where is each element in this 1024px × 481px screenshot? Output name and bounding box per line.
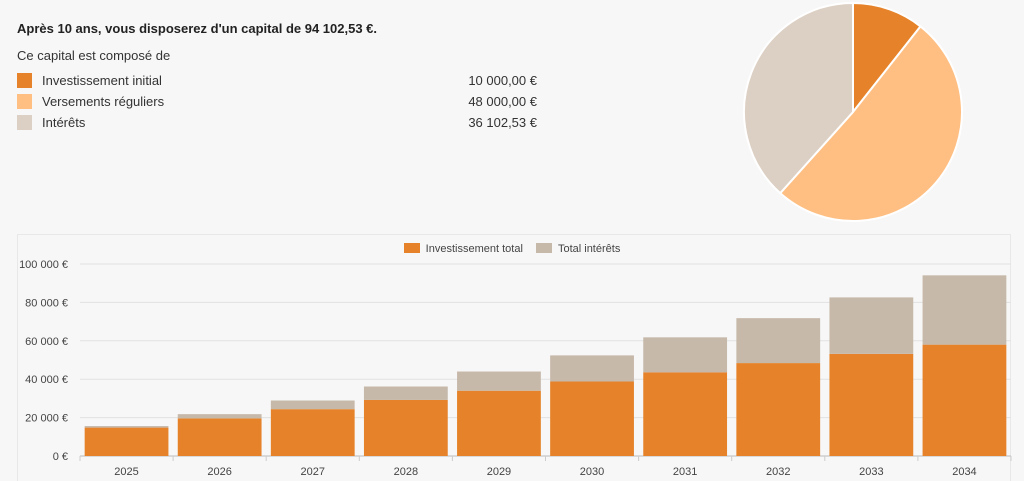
bar-investment-2032[interactable] [736, 363, 821, 456]
y-tick-label: 40 000 € [25, 374, 68, 386]
breakdown-intro: Ce capital est composé de [17, 48, 171, 63]
breakdown-label: Intérêts [42, 115, 86, 130]
x-tick-label: 2025 [114, 466, 138, 478]
breakdown-value: 10 000,00 € [468, 73, 537, 88]
bar-investment-2030[interactable] [550, 381, 634, 456]
y-tick-label: 80 000 € [25, 297, 68, 309]
initial-swatch [17, 73, 32, 88]
x-tick-label: 2026 [207, 466, 231, 478]
bar-interest-2026[interactable] [177, 414, 262, 419]
x-tick-label: 2030 [580, 466, 604, 478]
y-tick-label: 100 000 € [19, 259, 68, 271]
breakdown-label: Versements réguliers [42, 94, 165, 109]
pie-slice-versements-r-guliers[interactable] [778, 25, 963, 222]
x-tick-label: 2031 [673, 466, 697, 478]
capital-pie-chart [743, 1, 963, 222]
bar-interest-2029[interactable] [457, 371, 541, 391]
bar-investment-2034[interactable] [922, 344, 1007, 456]
bar-interest-2025[interactable] [84, 426, 169, 428]
bar-investment-2028[interactable] [363, 399, 448, 456]
interest-swatch [17, 115, 32, 130]
bar-investment-2033[interactable] [829, 353, 914, 456]
bar-investment-2031[interactable] [643, 372, 728, 456]
y-tick-label: 60 000 € [25, 336, 68, 348]
regular-swatch [17, 94, 32, 109]
y-tick-label: 0 € [53, 451, 68, 463]
bar-interest-2028[interactable] [363, 386, 448, 400]
y-tick-label: 20 000 € [25, 413, 68, 425]
x-tick-label: 2029 [487, 466, 511, 478]
stacked-bar-chart: 0 € 20 000 € 40 000 € 60 000 € 80 000 € 100 0… [19, 259, 1012, 478]
breakdown-row-interest: Intérêts 36 102,53 € [17, 115, 537, 132]
x-tick-label: 2032 [766, 466, 790, 478]
breakdown-value: 48 000,00 € [468, 94, 537, 109]
bar-interest-2033[interactable] [829, 297, 914, 354]
legend-label: Total intérêts [557, 243, 621, 255]
bar-investment-2025[interactable] [84, 427, 169, 456]
pie-slice-int-r-ts[interactable] [743, 1, 854, 195]
legend-swatch [403, 243, 420, 253]
breakdown-row-initial: Investissement initial 10 000,00 € [17, 73, 537, 90]
bar-investment-2027[interactable] [270, 409, 355, 456]
bar-chart-legend: Investissement total Total intérêts [0, 243, 1024, 255]
x-tick-label: 2033 [859, 466, 883, 478]
legend-item-interest[interactable]: Total intérêts [535, 243, 621, 255]
x-tick-label: 2027 [301, 466, 325, 478]
bar-interest-2032[interactable] [736, 318, 821, 364]
bar-interest-2031[interactable] [643, 337, 728, 373]
bar-investment-2026[interactable] [177, 418, 262, 456]
breakdown-label: Investissement initial [42, 73, 162, 88]
legend-item-investment[interactable]: Investissement total [403, 243, 523, 255]
result-headline: Après 10 ans, vous disposerez d'un capit… [17, 21, 378, 36]
legend-label: Investissement total [425, 243, 523, 255]
bar-interest-2027[interactable] [270, 400, 355, 410]
breakdown-row-regular: Versements réguliers 48 000,00 € [17, 94, 537, 111]
bar-investment-2029[interactable] [457, 390, 541, 456]
bar-interest-2034[interactable] [922, 275, 1007, 345]
pie-slice-investissement-initial[interactable] [852, 1, 922, 115]
breakdown-value: 36 102,53 € [468, 115, 537, 130]
bar-interest-2030[interactable] [550, 355, 634, 382]
x-tick-label: 2028 [394, 466, 418, 478]
x-tick-label: 2034 [952, 466, 976, 478]
legend-swatch [535, 243, 552, 253]
